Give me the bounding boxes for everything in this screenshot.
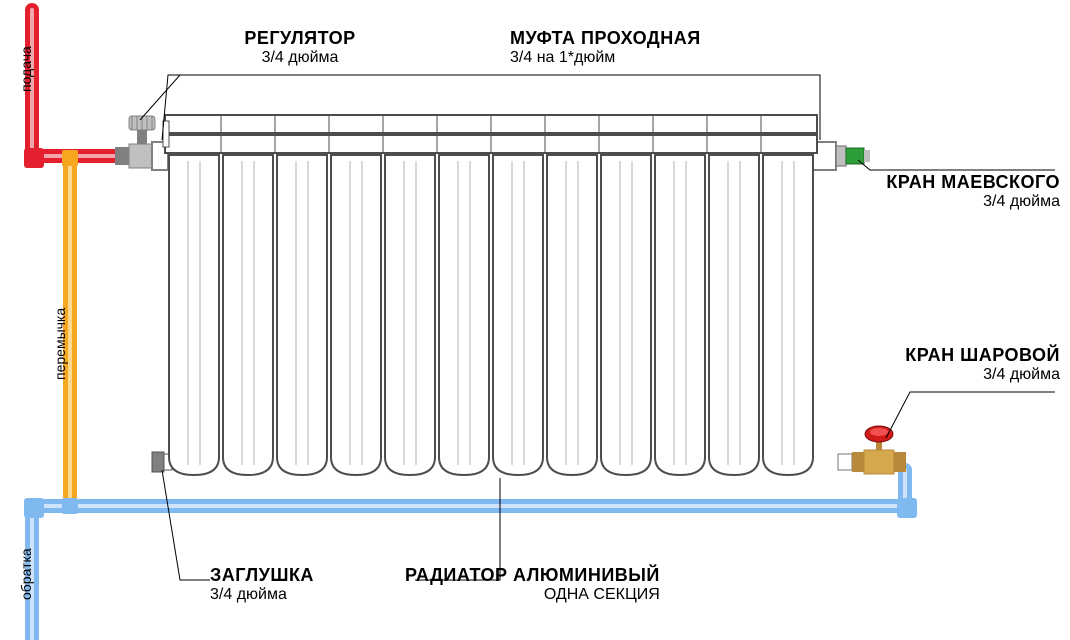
- label-maevsky-title: КРАН МАЕВСКОГО: [870, 172, 1060, 193]
- vlabel-jumper: перемычка: [52, 308, 68, 380]
- label-regulator-title: РЕГУЛЯТОР: [210, 28, 390, 49]
- radiator-piping-diagram: [0, 0, 1070, 640]
- vlabel-return: обратка: [18, 548, 34, 600]
- label-plug-title: ЗАГЛУШКА: [210, 565, 314, 586]
- label-ballvalve: КРАН ШАРОВОЙ 3/4 дюйма: [880, 345, 1060, 384]
- label-coupling-title: МУФТА ПРОХОДНАЯ: [510, 28, 701, 49]
- label-maevsky-sub: 3/4 дюйма: [870, 193, 1060, 211]
- label-radiator-sub: ОДНА СЕКЦИЯ: [405, 586, 660, 604]
- label-ballvalve-title: КРАН ШАРОВОЙ: [880, 345, 1060, 366]
- radiator-body: [163, 115, 817, 475]
- label-plug: ЗАГЛУШКА 3/4 дюйма: [210, 565, 314, 604]
- label-maevsky: КРАН МАЕВСКОГО 3/4 дюйма: [870, 172, 1060, 211]
- label-coupling-sub: 3/4 на 1*дюйм: [510, 49, 701, 67]
- label-coupling: МУФТА ПРОХОДНАЯ 3/4 на 1*дюйм: [510, 28, 701, 67]
- vlabel-supply: подача: [18, 46, 34, 92]
- label-radiator-title: РАДИАТОР АЛЮМИНИВЫЙ: [405, 565, 660, 586]
- label-regulator: РЕГУЛЯТОР 3/4 дюйма: [210, 28, 390, 67]
- label-ballvalve-sub: 3/4 дюйма: [880, 366, 1060, 384]
- label-regulator-sub: 3/4 дюйма: [210, 49, 390, 67]
- label-plug-sub: 3/4 дюйма: [210, 586, 314, 604]
- label-radiator: РАДИАТОР АЛЮМИНИВЫЙ ОДНА СЕКЦИЯ: [405, 565, 660, 604]
